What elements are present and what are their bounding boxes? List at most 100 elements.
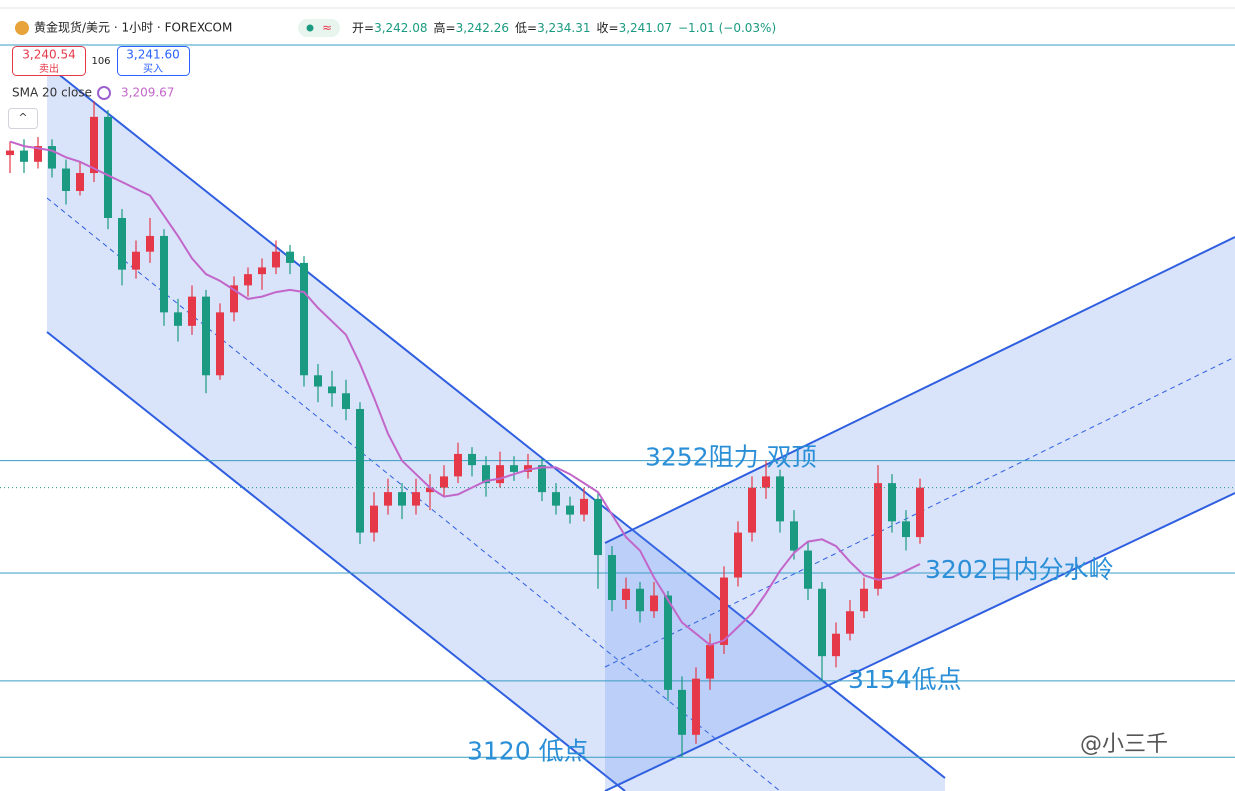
symbol-icon (15, 21, 29, 35)
readout-label: 低= (515, 21, 537, 35)
candle-body (678, 689, 686, 735)
candle-body (412, 492, 420, 506)
candle-body (244, 274, 252, 286)
channel-line (604, 236, 1235, 544)
candle-body (664, 595, 672, 690)
candle-body (76, 173, 84, 192)
level-label: 3154低点 (848, 665, 962, 694)
candle-body (118, 217, 126, 270)
candle-body (818, 588, 826, 657)
candle-body (608, 555, 616, 600)
candle-body (342, 393, 350, 409)
candle-body (482, 465, 490, 484)
candle-body (846, 611, 854, 634)
watermark: @小三千 (1080, 732, 1168, 757)
candle-body (202, 296, 210, 376)
candle-body (286, 251, 294, 263)
candle-body (272, 251, 280, 268)
candle-body (104, 116, 112, 218)
header: 黄金现货/美元 · 1小时 · FOREXCOM ≈ 开=3,242.08 高=3… (8, 19, 1168, 757)
indicator-value: 3,209.67 (121, 86, 174, 100)
readout-label: 开= (352, 21, 374, 35)
candle-body (874, 483, 882, 589)
readout-label: 收= (597, 21, 619, 35)
candle-body (510, 465, 518, 472)
readout-value: 3,242.26 (456, 21, 509, 35)
sell-button[interactable] (12, 46, 86, 76)
collapse-button[interactable] (8, 108, 38, 129)
ohlc-readout: 开=3,242.08 高=3,242.26 低=3,234.31 收=3,241.07… (352, 20, 776, 35)
candle-body (734, 532, 742, 578)
collapse-icon: ^ (18, 111, 27, 124)
indicator-icon[interactable] (97, 86, 111, 100)
candle-body (636, 588, 644, 612)
candle-body (580, 498, 588, 515)
candle-body (20, 150, 28, 162)
candle-body (230, 285, 238, 313)
channel-line (46, 64, 946, 779)
candle-body (146, 235, 154, 252)
candle-body (916, 487, 924, 538)
candle-body (356, 408, 364, 533)
buy-button[interactable] (117, 46, 190, 76)
candle-body (300, 262, 308, 376)
level-label: 3252阻力 双顶 (645, 443, 817, 472)
status-dot (306, 24, 314, 32)
indicator-name: SMA 20 close (12, 86, 92, 100)
symbol: 黄金现货/美元 · 1小时 · FOREXCOM (34, 20, 232, 35)
candle-body (454, 453, 462, 477)
candle-body (692, 678, 700, 735)
candle-body (132, 251, 140, 270)
candle-body (888, 483, 896, 522)
candle-body (398, 492, 406, 506)
buy-label: 买入 (143, 63, 163, 75)
channel-line (604, 492, 1235, 791)
candle-body (790, 521, 798, 551)
candle-body (384, 492, 392, 506)
candle-body (188, 296, 196, 326)
candle-body (496, 465, 504, 484)
candle-body (258, 267, 266, 275)
level-label: 3202日内分水岭 (925, 555, 1114, 584)
candle-body (524, 465, 532, 472)
plot: 3252阻力 双顶 3202日内分水岭 3154低点 3120 低点 (0, 101, 1235, 765)
sell-price: 3,240.54 (22, 48, 75, 62)
candle-body (90, 116, 98, 174)
candle-body (62, 168, 70, 192)
candle-body (566, 505, 574, 515)
candle-body (34, 146, 42, 162)
candle-body (720, 577, 728, 645)
candle-body (594, 498, 602, 556)
candle-body (650, 595, 658, 612)
candle-body (804, 550, 812, 589)
readout-change: −1.01 (−0.03%) (678, 21, 776, 35)
candle-body (314, 375, 322, 387)
candle-body (48, 146, 56, 169)
candle-body (328, 386, 336, 394)
candle-body (440, 476, 448, 488)
candle-body (426, 487, 434, 493)
status-icon: ≈ (322, 21, 332, 35)
readout-value: 3,242.08 (374, 21, 427, 35)
candle-body (748, 487, 756, 533)
sma-line (9, 140, 921, 647)
candle-body (370, 505, 378, 533)
candle-body (160, 235, 168, 313)
candle-body (832, 633, 840, 657)
readout-label: 高= (434, 20, 456, 35)
readout-value: 3,241.07 (619, 21, 672, 35)
spread: 106 (91, 56, 110, 67)
candle-body (468, 453, 476, 466)
sell-label: 卖出 (39, 62, 59, 75)
candle-body (6, 150, 14, 156)
candle-body (552, 492, 560, 506)
channel-line (46, 331, 626, 791)
candle-body (776, 476, 784, 522)
candle-body (860, 588, 868, 612)
candle-body (174, 312, 182, 326)
candle-body (706, 644, 714, 679)
buy-price: 3,241.60 (126, 48, 179, 62)
candle-body (538, 465, 546, 493)
candle-body (902, 521, 910, 538)
